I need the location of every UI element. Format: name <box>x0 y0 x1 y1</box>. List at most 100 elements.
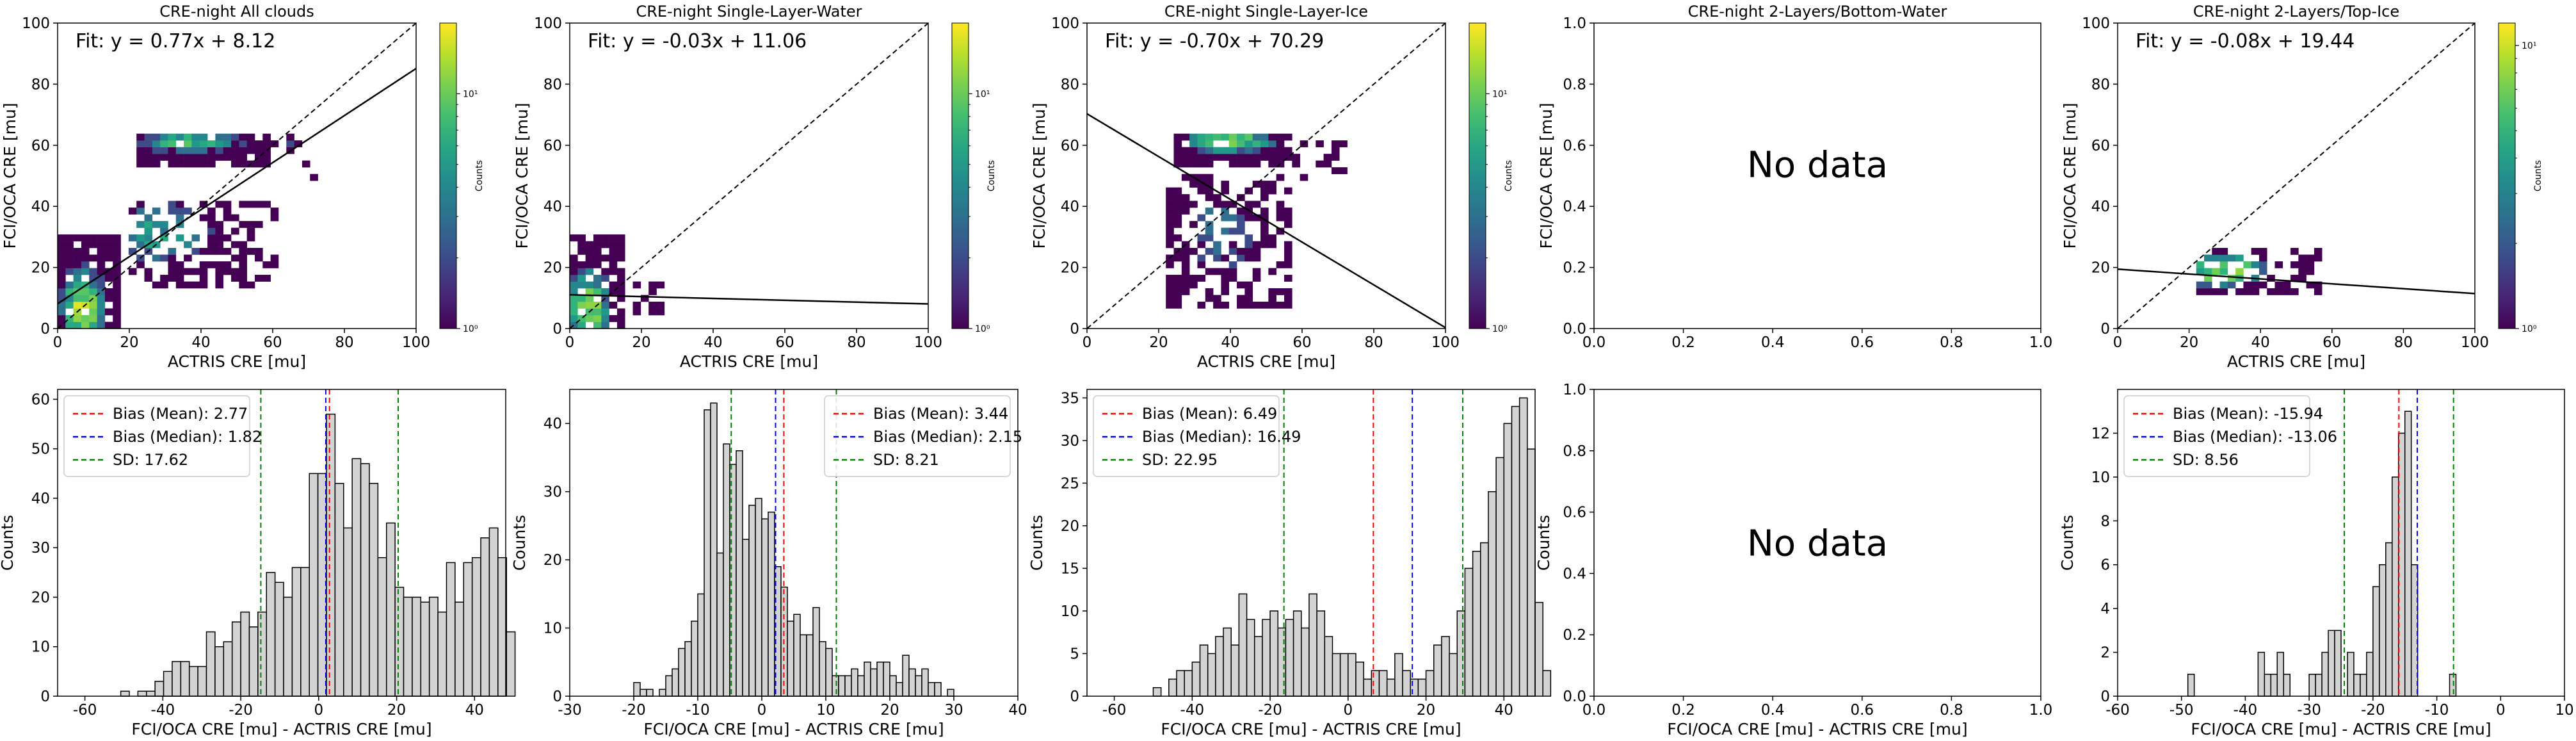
heatmap-cell <box>89 234 97 241</box>
heatmap-cell <box>81 241 90 248</box>
x-tick-label: 80 <box>335 334 353 351</box>
heatmap-cell <box>570 234 578 241</box>
histogram-bar <box>947 688 954 697</box>
histogram-bar <box>806 634 814 697</box>
heatmap-cell <box>262 160 271 168</box>
heatmap-cell <box>1268 268 1276 275</box>
colorbar <box>439 22 457 329</box>
heatmap-cell <box>1252 154 1261 161</box>
heatmap-cell <box>570 295 578 302</box>
heatmap-cell <box>58 281 66 289</box>
heatmap-cell <box>2258 254 2267 262</box>
histogram-panel: -30 -20 -10 0 10 20 30 40 0 10 20 30 40 FCI/OCA CRE [… <box>510 389 1027 738</box>
heatmap-cell <box>73 275 82 282</box>
heatmap-cell <box>231 154 239 161</box>
heatmap-cell <box>97 261 106 268</box>
histogram-bar <box>1441 636 1450 697</box>
heatmap-cell <box>231 147 239 154</box>
heatmap-cell <box>1173 154 1182 161</box>
heatmap-cell <box>1173 302 1182 309</box>
heatmap-cell <box>1205 154 1214 161</box>
x-tick-label: 10 <box>2555 702 2573 719</box>
heatmap-cell <box>1252 254 1261 262</box>
heatmap-cell <box>223 133 232 141</box>
histogram-bar <box>172 661 182 697</box>
heatmap-cell <box>1221 214 1230 222</box>
heatmap-cell <box>2235 288 2244 295</box>
heatmap-cell <box>2243 288 2251 295</box>
x-tick-label: -20 <box>229 702 253 719</box>
heatmap-cell <box>1252 275 1261 282</box>
heatmap-cell <box>136 261 145 268</box>
heatmap-cell <box>58 248 66 255</box>
heatmap-cell <box>136 147 145 154</box>
heatmap-cell <box>1166 275 1174 282</box>
histogram-bar <box>1355 662 1364 697</box>
heatmap-cell <box>81 315 90 322</box>
heatmap-cell <box>81 261 90 268</box>
heatmap-cell <box>97 281 106 289</box>
heatmap-cell <box>1228 214 1237 222</box>
heatmap-cell <box>585 261 594 268</box>
heatmap-cell <box>1252 248 1261 255</box>
heatmap-cell <box>570 261 578 268</box>
heatmap-cell <box>570 302 578 309</box>
heatmap-cell <box>1237 133 1245 141</box>
heatmap-cell <box>58 302 66 309</box>
colorbar <box>951 22 969 329</box>
heatmap-cell <box>81 322 90 329</box>
histogram-bar <box>146 690 156 697</box>
heatmap-cell <box>2212 288 2220 295</box>
heatmap-cell <box>1268 160 1276 168</box>
heatmap-cell <box>168 261 177 268</box>
heatmap-cell <box>2251 261 2260 268</box>
histogram-bar <box>497 557 507 697</box>
fit-label: Fit: y = -0.03x + 11.06 <box>588 30 807 53</box>
heatmap-cell <box>113 248 121 255</box>
heatmap-cell <box>97 268 106 275</box>
histogram-bar <box>896 681 903 697</box>
heatmap-cell <box>191 147 200 154</box>
heatmap-cell <box>616 254 625 262</box>
heatmap-cell <box>2267 275 2275 282</box>
heatmap-cell <box>160 227 168 235</box>
heatmap-cell <box>168 160 177 168</box>
heatmap-cell <box>1284 275 1292 282</box>
heatmap-cell <box>255 200 263 208</box>
heatmap-cell <box>231 268 239 275</box>
heatmap-cell <box>1221 302 1230 309</box>
heatmap-cell <box>1284 295 1292 302</box>
heatmap-cell <box>73 268 82 275</box>
x-tick-label: 0 <box>757 702 767 719</box>
x-tick-label: 0.6 <box>1851 334 1874 351</box>
heatmap-cell <box>239 268 247 275</box>
heatmap-cell <box>255 160 263 168</box>
heatmap-cell <box>648 288 657 295</box>
legend-entry: SD: 8.56 <box>2173 451 2239 469</box>
heatmap-cell <box>1213 254 1221 262</box>
y-tick-label: 0 <box>1070 688 1079 705</box>
histogram-bar <box>1253 636 1263 697</box>
heatmap-cell <box>1244 214 1253 222</box>
legend-box <box>2123 395 2310 477</box>
heatmap-cell <box>1221 281 1230 289</box>
heatmap-cell <box>97 275 106 282</box>
heatmap-cell <box>1197 241 1206 248</box>
x-tick-label: -30 <box>558 702 582 719</box>
heatmap-cell <box>1205 194 1214 201</box>
heatmap-cell <box>1213 295 1221 302</box>
heatmap-cell <box>1276 208 1285 215</box>
heatmap-cell <box>97 234 106 241</box>
histogram-bar <box>1425 670 1435 697</box>
heatmap-cell <box>1189 281 1198 289</box>
histogram-bar <box>480 537 490 697</box>
x-tick-label: -60 <box>1102 702 1127 719</box>
heatmap-cell <box>1244 133 1253 141</box>
histogram-bar <box>2334 630 2342 697</box>
heatmap-cell <box>1205 187 1214 195</box>
histogram-bar <box>2449 674 2457 697</box>
histogram-bar <box>1378 670 1388 697</box>
x-axis-label: ACTRIS CRE [mu] <box>680 352 818 371</box>
y-tick-label: 30 <box>1061 433 1079 450</box>
heatmap-cell <box>1244 200 1253 208</box>
